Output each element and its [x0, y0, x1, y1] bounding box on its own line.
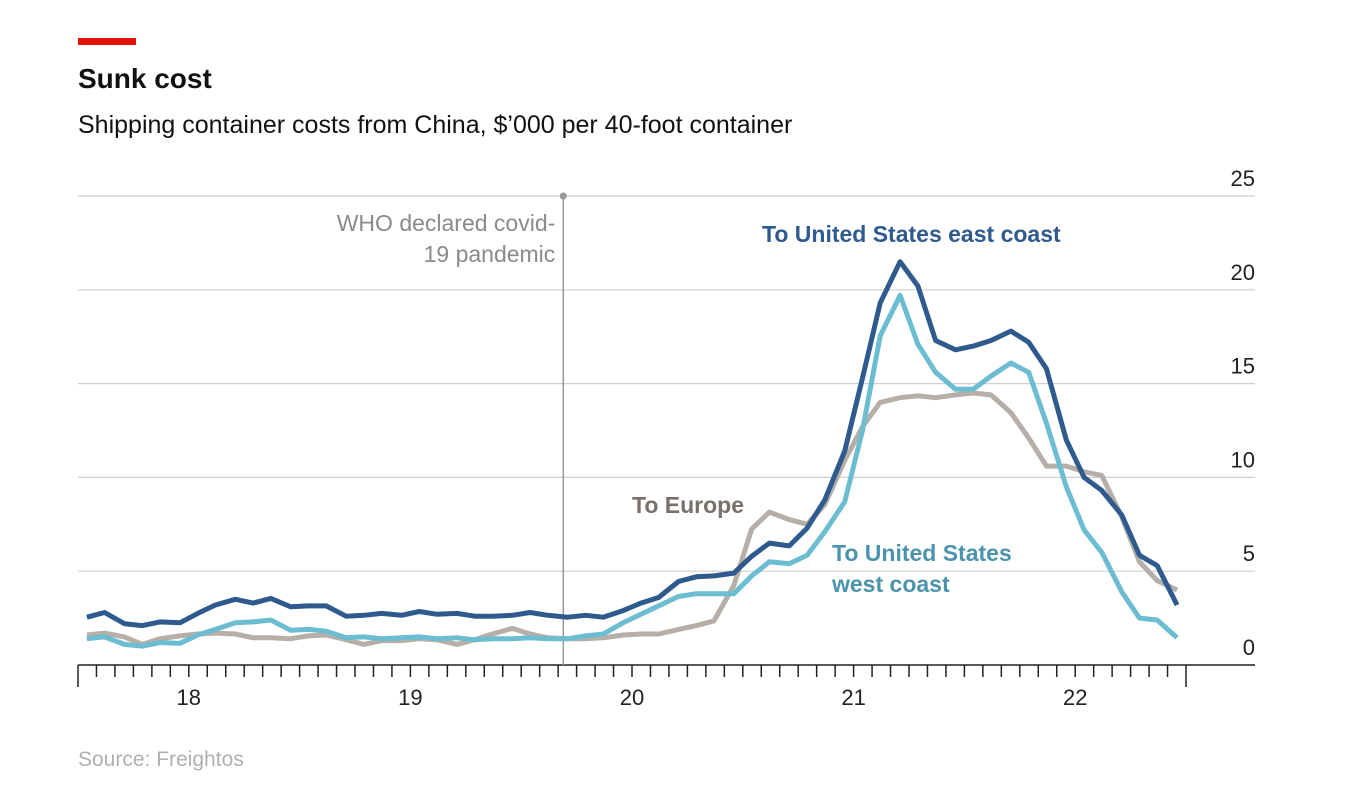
series-line: [86, 292, 1179, 649]
annotation-dot: [559, 192, 567, 200]
x-tick-label: 21: [841, 685, 865, 710]
x-tick-label: 22: [1063, 685, 1087, 710]
y-tick-label: 25: [1231, 166, 1255, 191]
x-tick-label: 20: [620, 685, 644, 710]
accent-bar: [78, 38, 136, 45]
series-label: To United States west coast: [832, 540, 1012, 597]
y-tick-label: 5: [1243, 541, 1255, 566]
series-label: To Europe: [632, 492, 745, 518]
series-line: [86, 259, 1180, 629]
annotation-text: WHO declared covid-19 pandemic: [336, 210, 556, 267]
x-tick-label: 18: [177, 685, 201, 710]
x-tick-label: 19: [398, 685, 422, 710]
y-tick-label: 15: [1231, 354, 1255, 379]
y-tick-label: 20: [1231, 260, 1255, 285]
y-tick-label: 0: [1243, 635, 1255, 660]
chart-subtitle: Shipping container costs from China, $’0…: [78, 111, 792, 139]
source: Source: Freightos: [78, 748, 244, 771]
y-tick-label: 10: [1231, 447, 1255, 472]
series-line: [86, 390, 1179, 647]
chart-title: Sunk cost: [78, 63, 212, 94]
series-label: To United States east coast: [762, 221, 1061, 247]
